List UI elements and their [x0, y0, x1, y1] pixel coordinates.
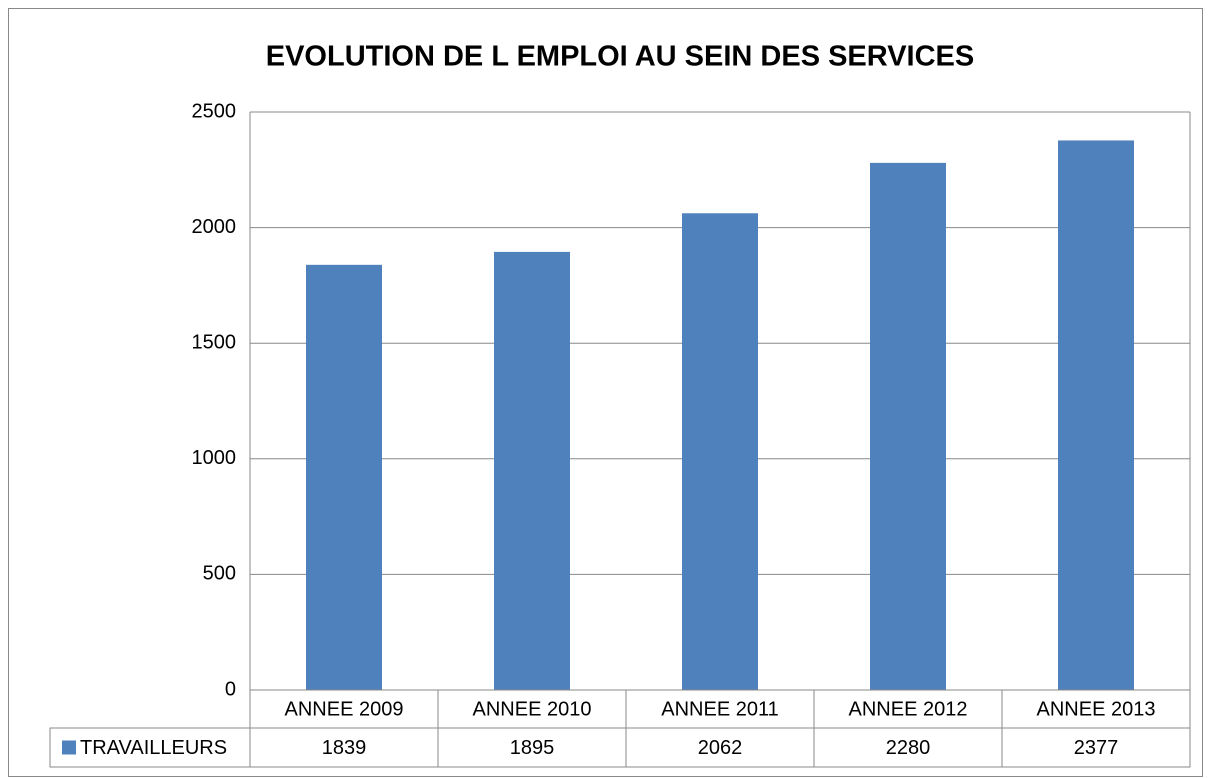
table-value: 1895 — [510, 737, 555, 759]
y-tick-label: 1500 — [192, 331, 237, 353]
y-tick-label: 1000 — [192, 447, 237, 469]
bar — [306, 264, 382, 690]
y-tick-label: 2000 — [192, 216, 237, 238]
x-tick-label: ANNEE 2011 — [661, 698, 778, 720]
chart-title: EVOLUTION DE L EMPLOI AU SEIN DES SERVIC… — [266, 41, 974, 73]
x-tick-label: ANNEE 2012 — [849, 698, 968, 720]
table-value: 2377 — [1074, 737, 1119, 759]
table-value: 1839 — [322, 737, 367, 759]
x-tick-label: ANNEE 2013 — [1037, 698, 1156, 720]
chart-border — [8, 8, 1203, 777]
table-value: 2280 — [886, 737, 931, 759]
bar — [1058, 140, 1134, 690]
table-cell — [1001, 727, 1191, 768]
table-value: 2062 — [698, 737, 743, 759]
y-tick-label: 0 — [225, 678, 236, 700]
y-tick-label: 2500 — [192, 100, 237, 122]
legend-swatch — [62, 740, 76, 755]
y-tick-label: 500 — [203, 563, 236, 585]
bar — [494, 251, 570, 690]
legend-label: TRAVAILLEURS — [80, 737, 227, 759]
x-tick-label: ANNEE 2010 — [473, 698, 592, 720]
x-tick-label: ANNEE 2009 — [285, 698, 404, 720]
bar — [870, 162, 946, 690]
bar — [682, 213, 758, 690]
